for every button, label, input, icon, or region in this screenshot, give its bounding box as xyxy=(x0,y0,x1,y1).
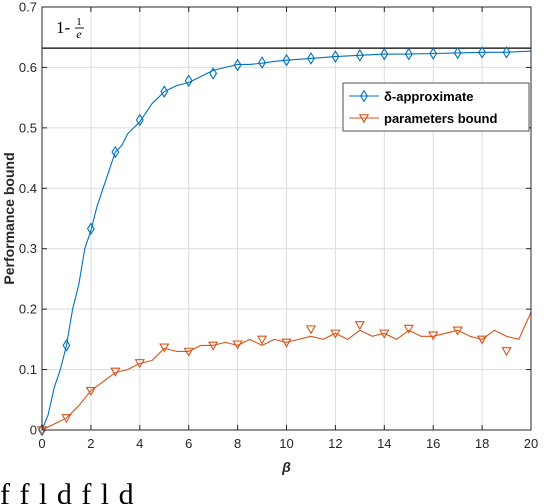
x-tick-label-10: 10 xyxy=(279,436,293,451)
x-axis-title: β xyxy=(281,459,291,475)
series-0-marker-2 xyxy=(86,222,95,236)
legend: δ-approximate parameters bound xyxy=(342,82,530,132)
series-line-1 xyxy=(41,311,532,431)
legend-box xyxy=(342,82,530,132)
series-1-marker-10 xyxy=(281,338,292,348)
x-tick-label-14: 14 xyxy=(377,436,391,451)
series-0-marker-15 xyxy=(404,47,413,61)
series-1-marker-1 xyxy=(61,414,72,424)
series-1-marker-4 xyxy=(134,359,145,369)
series-0-marker-10 xyxy=(282,53,291,67)
y-tick-label-0.1: 0.1 xyxy=(19,362,37,377)
legend-marker-parameters-bound xyxy=(358,114,370,124)
series-line-0 xyxy=(41,50,532,431)
series-0-marker-9 xyxy=(258,56,266,69)
series-1-marker-18 xyxy=(476,335,488,345)
ref-label-denominator: e xyxy=(76,27,82,41)
legend-entry-parameters-bound: parameters bound xyxy=(349,111,497,126)
series-0-marker-6 xyxy=(184,74,193,88)
series-0-marker-8 xyxy=(233,58,242,72)
y-tick-label-0.6: 0.6 xyxy=(19,60,37,75)
series-1-marker-14 xyxy=(379,329,390,339)
legend-label-parameters-bound: parameters bound xyxy=(384,111,497,126)
series-0-marker-12 xyxy=(331,50,340,63)
series-1-marker-13 xyxy=(354,321,365,331)
series-1-marker-9 xyxy=(256,335,268,345)
series-0-marker-1 xyxy=(62,339,71,352)
series-0-marker-19 xyxy=(502,45,511,59)
series-1 xyxy=(36,311,532,436)
legend-marker-delta-approximate xyxy=(360,89,368,103)
line-chart: 0 2 4 6 8 10 12 14 16 18 2000.10.20.30.40.50.60.7 … xyxy=(1,0,538,475)
series-0-marker-14 xyxy=(380,47,389,61)
x-tick-label-2: 2 xyxy=(87,436,94,451)
series-0-marker-3 xyxy=(111,145,120,159)
series-0-marker-16 xyxy=(429,47,438,60)
x-tick-label-18: 18 xyxy=(475,436,489,451)
y-tick-label-0.7: 0.7 xyxy=(19,0,37,15)
series-layer xyxy=(36,45,532,437)
x-tick-label-0: 0 xyxy=(38,436,45,451)
y-tick-label-0.2: 0.2 xyxy=(19,302,37,317)
ref-label-main: 1- xyxy=(56,18,71,37)
legend-entry-delta-approximate: δ-approximate xyxy=(349,89,474,104)
x-tick-label-6: 6 xyxy=(185,436,192,451)
x-tick-label-12: 12 xyxy=(328,436,342,451)
x-tick-label-16: 16 xyxy=(426,436,440,451)
series-0-marker-18 xyxy=(478,45,487,59)
x-tick-label-4: 4 xyxy=(136,436,143,451)
series-1-marker-7 xyxy=(208,341,219,351)
series-0-marker-7 xyxy=(209,67,218,80)
series-1-marker-11 xyxy=(305,325,317,335)
series-1-marker-5 xyxy=(159,343,170,353)
caption-text: f f l d f l d xyxy=(0,478,135,504)
y-axis-title: Performance bound xyxy=(1,152,17,284)
series-1-marker-15 xyxy=(403,324,414,334)
series-0-marker-5 xyxy=(160,85,169,98)
series-0-marker-4 xyxy=(135,113,144,127)
y-tick-label-0: 0 xyxy=(30,423,37,438)
y-tick-label-0.3: 0.3 xyxy=(19,241,37,256)
series-0-marker-13 xyxy=(355,49,364,62)
tick-labels: 0 2 4 6 8 10 12 14 16 18 20 0 0.1 0.2 0.3 0.4 0.5 0.6 0.7 xyxy=(19,0,538,451)
series-1-marker-12 xyxy=(330,329,341,339)
series-0-marker-11 xyxy=(307,52,315,65)
series-1-marker-16 xyxy=(428,331,439,341)
series-0-marker-17 xyxy=(453,46,462,60)
series-1-marker-8 xyxy=(232,340,243,350)
series-1-marker-17 xyxy=(452,326,463,336)
series-1-marker-2 xyxy=(85,386,97,397)
x-tick-label-20: 20 xyxy=(524,436,538,451)
legend-label-delta-approximate: δ-approximate xyxy=(384,89,474,104)
legend-marker-shape-0 xyxy=(360,89,368,103)
legend-marker-shape-1 xyxy=(358,114,370,124)
ref-label-numerator: 1 xyxy=(76,16,82,28)
y-tick-label-0.4: 0.4 xyxy=(19,181,37,196)
grid-lines xyxy=(42,7,531,430)
series-1-marker-19 xyxy=(501,347,512,357)
axis-ticks xyxy=(41,6,532,431)
x-tick-label-8: 8 xyxy=(234,436,241,451)
reference-line-label: 1- 1 e xyxy=(56,16,84,41)
series-1-marker-3 xyxy=(110,367,121,377)
series-1-marker-6 xyxy=(183,347,194,357)
y-tick-label-0.5: 0.5 xyxy=(19,120,37,135)
